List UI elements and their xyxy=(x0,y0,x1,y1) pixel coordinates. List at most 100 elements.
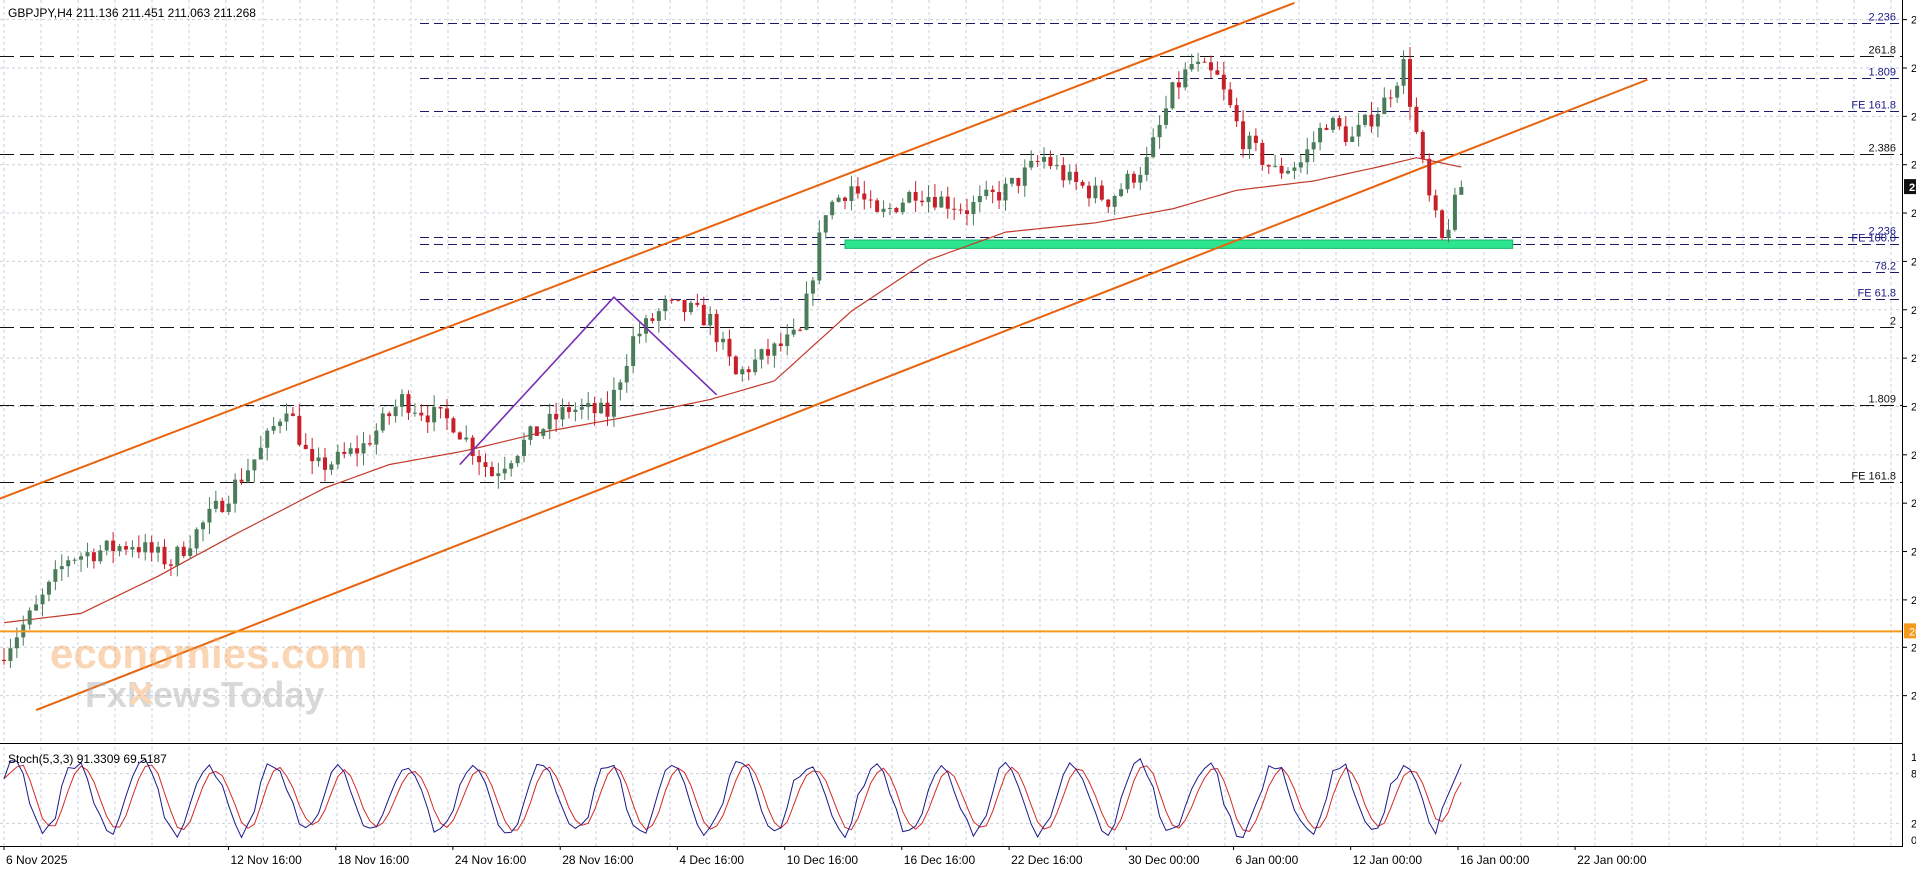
candle-body xyxy=(1009,177,1014,184)
candle-body xyxy=(1234,105,1239,122)
candle-body xyxy=(688,302,693,313)
candle-body xyxy=(1138,174,1143,183)
candle-body xyxy=(772,343,777,356)
candle-body xyxy=(1433,195,1438,211)
candle-body xyxy=(1208,62,1213,71)
symbol-label: GBPJPY,H4 xyxy=(8,6,73,20)
y-tick-label: 213.830 xyxy=(1911,63,1916,75)
fib-level-label: 261.8 xyxy=(1868,45,1896,57)
candle-body xyxy=(265,430,270,448)
candle-body xyxy=(46,581,51,595)
candle-body xyxy=(1324,127,1329,130)
candle-body xyxy=(907,191,912,203)
candle-body xyxy=(271,426,276,431)
candle-body xyxy=(1343,126,1348,142)
x-tick-label: 16 Dec 16:00 xyxy=(904,853,976,867)
candle-body xyxy=(644,318,648,334)
candle-body xyxy=(733,356,738,375)
candle-body xyxy=(284,413,289,422)
stochastic-tick-label: 100 xyxy=(1911,752,1916,764)
candle-body xyxy=(1375,114,1380,127)
candle-body xyxy=(1401,59,1406,86)
candle-body xyxy=(1067,171,1072,181)
x-tick-label: 6 Jan 00:00 xyxy=(1236,853,1299,867)
stochastic-tick-label: 0 xyxy=(1911,835,1916,847)
candle-body xyxy=(1356,124,1361,137)
candle-body xyxy=(810,280,815,294)
candle-body xyxy=(143,542,148,553)
candle-body xyxy=(181,546,186,556)
candle-body xyxy=(1266,164,1271,167)
candle-body xyxy=(1164,108,1169,125)
fib-level-label: 78.2 xyxy=(1875,261,1896,273)
stochastic-panel: 100 80 20 0 xyxy=(0,752,1916,847)
candle-body xyxy=(432,407,437,423)
candle-body xyxy=(1247,135,1252,150)
candle-body xyxy=(59,566,64,570)
candle-body xyxy=(727,338,732,357)
candle-body xyxy=(374,430,379,445)
candle-body xyxy=(1093,185,1098,199)
candle-body xyxy=(1144,157,1149,175)
candle-body xyxy=(175,546,180,566)
candle-body xyxy=(740,369,745,375)
candlestick-series xyxy=(2,46,1464,668)
candle-body xyxy=(586,403,591,407)
candle-body xyxy=(592,403,597,414)
candle-body xyxy=(252,459,257,471)
candle-body xyxy=(1369,114,1374,127)
candle-body xyxy=(1440,210,1445,239)
candle-body xyxy=(984,189,989,196)
current-price-tag xyxy=(1904,179,1916,195)
candle-body xyxy=(1022,167,1027,186)
y-tick-label: 204.470 xyxy=(1911,498,1916,510)
candle-body xyxy=(207,508,212,523)
candle-body xyxy=(329,464,334,470)
candle-body xyxy=(489,466,494,477)
candle-body xyxy=(990,189,995,193)
candle-body xyxy=(708,313,713,326)
fib-level-label: FE 100.0 xyxy=(1851,233,1896,245)
x-tick-label: 22 Jan 00:00 xyxy=(1577,853,1647,867)
candle-body xyxy=(1151,137,1156,158)
candle-body xyxy=(1183,69,1188,88)
y-tick-label: 200.330 xyxy=(1911,691,1916,703)
level-price-tag xyxy=(1904,623,1916,639)
candle-body xyxy=(361,443,366,454)
candle-body xyxy=(971,202,976,215)
candle-body xyxy=(464,437,469,440)
candle-body xyxy=(1112,195,1117,207)
candle-body xyxy=(85,552,90,557)
candle-body xyxy=(168,564,173,566)
candle-body xyxy=(91,552,96,562)
candle-body xyxy=(1273,165,1278,167)
candle-body xyxy=(554,413,559,420)
candle-body xyxy=(367,443,372,445)
candle-body xyxy=(932,196,937,208)
candle-body xyxy=(1215,70,1220,75)
candle-body xyxy=(1253,135,1258,143)
candle-body xyxy=(1286,170,1290,174)
candle-body xyxy=(881,208,886,212)
candle-body xyxy=(1170,82,1175,109)
candle-body xyxy=(380,413,385,431)
candle-body xyxy=(611,389,616,417)
candle-body xyxy=(1388,97,1393,99)
candle-body xyxy=(1048,156,1053,166)
candle-body xyxy=(1427,158,1432,196)
candle-body xyxy=(791,329,796,335)
candle-body xyxy=(1407,59,1412,107)
candle-body xyxy=(566,407,571,412)
candle-body xyxy=(297,415,302,445)
candle-body xyxy=(798,329,803,331)
stochastic-tick-label: 80 xyxy=(1911,769,1916,781)
candle-body xyxy=(457,432,462,440)
stochastic-tick-label: 20 xyxy=(1911,818,1916,830)
candle-body xyxy=(599,402,604,414)
candle-body xyxy=(1452,194,1457,230)
candle-body xyxy=(483,462,488,467)
candle-body xyxy=(111,540,116,552)
